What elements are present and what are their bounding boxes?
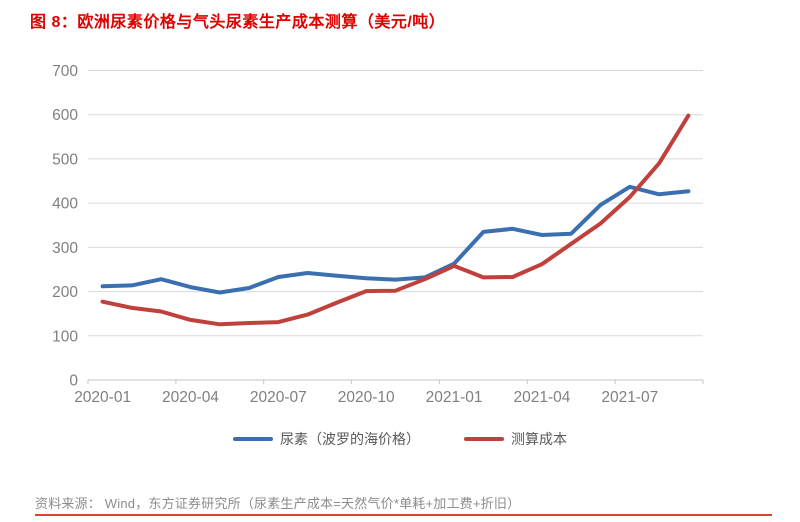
legend-item-urea-price: 尿素（波罗的海价格） (233, 429, 420, 449)
source-note: 资料来源： Wind，东方证券研究所（尿素生产成本=天然气价*单耗+加工费+折旧… (35, 496, 521, 511)
legend-label: 尿素（波罗的海价格） (280, 431, 420, 447)
x-axis-label: 2021-01 (426, 389, 483, 406)
legend-swatch-red (464, 437, 504, 441)
x-axis-label: 2020-07 (250, 389, 307, 406)
y-axis-label: 400 (52, 196, 78, 213)
x-axis-label: 2021-04 (513, 389, 570, 406)
x-axis-label: 2020-04 (162, 389, 219, 406)
legend-swatch-blue (233, 437, 273, 441)
bottom-divider-line (35, 514, 772, 516)
x-axis-label: 2020-01 (74, 389, 131, 406)
legend-item-estimated-cost: 测算成本 (464, 429, 567, 449)
x-axis-label: 2021-07 (601, 389, 658, 406)
y-axis-label: 200 (52, 284, 78, 301)
y-axis-label: 600 (52, 107, 78, 124)
y-axis-label: 300 (52, 240, 78, 257)
y-axis-label: 500 (52, 151, 78, 168)
series-line-1 (100, 113, 691, 327)
chart-legend: 尿素（波罗的海价格） 测算成本 (0, 429, 800, 449)
y-axis-label: 0 (69, 373, 78, 390)
figure-title: 图 8：欧洲尿素价格与气头尿素生产成本测算（美元/吨） (30, 14, 446, 31)
x-axis-label: 2020-10 (338, 389, 395, 406)
series-line-0 (100, 184, 691, 295)
y-axis-label: 700 (52, 63, 78, 80)
legend-label: 测算成本 (511, 431, 567, 447)
y-axis-label: 100 (52, 328, 78, 345)
